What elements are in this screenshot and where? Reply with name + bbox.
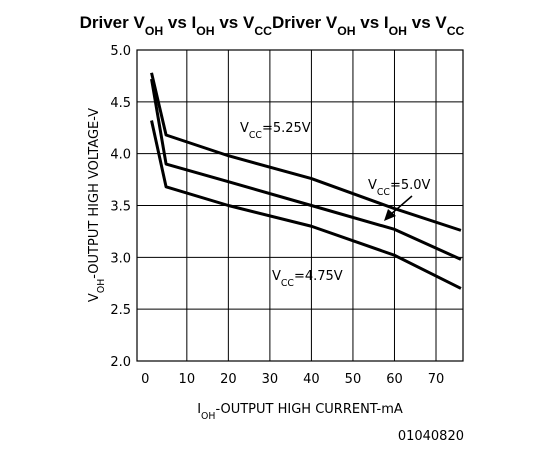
arrow-head <box>384 209 396 221</box>
x-tick-label: 10 <box>179 372 196 387</box>
text-part: Driver V <box>272 13 338 32</box>
text-part: I <box>197 402 201 417</box>
text-part: =5.0V <box>390 178 431 193</box>
y-axis-label: VOH-OUTPUT HIGH VOLTAGE-V <box>87 108 107 302</box>
subscript: CC <box>254 24 272 38</box>
subscript: CC <box>447 24 465 38</box>
subscript: OH <box>201 411 215 422</box>
text-part: vs I <box>356 13 389 32</box>
subscript: CC <box>377 187 391 198</box>
text-part: =4.75V <box>294 269 343 284</box>
x-tick-label: 50 <box>345 372 362 387</box>
annotation: VCC=5.0V <box>368 178 431 198</box>
y-tick-label: 3.0 <box>110 251 131 266</box>
text-part: Driver V <box>80 13 146 32</box>
annotation: VCC=4.75V <box>272 269 343 289</box>
footnote: 01040820 <box>398 429 464 444</box>
y-tick-label: 5.0 <box>110 44 131 59</box>
text-part: -OUTPUT HIGH VOLTAGE-V <box>87 108 102 279</box>
subscript: OH <box>145 24 164 38</box>
line <box>150 120 462 290</box>
line <box>150 78 462 261</box>
x-tick-label: 30 <box>262 372 279 387</box>
text-part: V <box>87 293 102 302</box>
arrow-line <box>389 195 413 216</box>
x-tick-label: 0 <box>141 372 149 387</box>
subscript: OH <box>196 24 215 38</box>
y-tick-label: 2.0 <box>110 355 131 370</box>
x-tick-label: 70 <box>428 372 445 387</box>
y-tick-label: 2.5 <box>110 303 131 318</box>
text-part: V <box>272 269 281 284</box>
text-part: vs V <box>215 13 255 32</box>
subscript: OH <box>337 24 356 38</box>
y-tick-label: 4.5 <box>110 96 131 111</box>
text-part: =5.25V <box>262 121 311 136</box>
subscript: OH <box>389 24 408 38</box>
text-part: -OUTPUT HIGH CURRENT-mA <box>215 402 402 417</box>
line <box>150 72 462 232</box>
x-tick-label: 20 <box>220 372 237 387</box>
text-part: V <box>368 178 377 193</box>
x-tick-label: 60 <box>386 372 403 387</box>
plot-frame <box>136 49 464 362</box>
text-part: vs V <box>407 13 447 32</box>
annotation: VCC=5.25V <box>240 121 311 141</box>
x-tick-label: 40 <box>303 372 320 387</box>
text-part: V <box>240 121 249 136</box>
y-tick-label: 4.0 <box>110 148 131 163</box>
subscript: OH <box>96 279 107 293</box>
subscript: CC <box>249 130 263 141</box>
y-tick-label: 3.5 <box>110 200 131 215</box>
x-axis-label: IOH-OUTPUT HIGH CURRENT-mA <box>197 402 403 422</box>
subscript: CC <box>281 278 295 289</box>
text-part: vs I <box>163 13 196 32</box>
chart-title: Driver VOH vs IOH vs VCCDriver VOH vs IO… <box>80 13 465 38</box>
